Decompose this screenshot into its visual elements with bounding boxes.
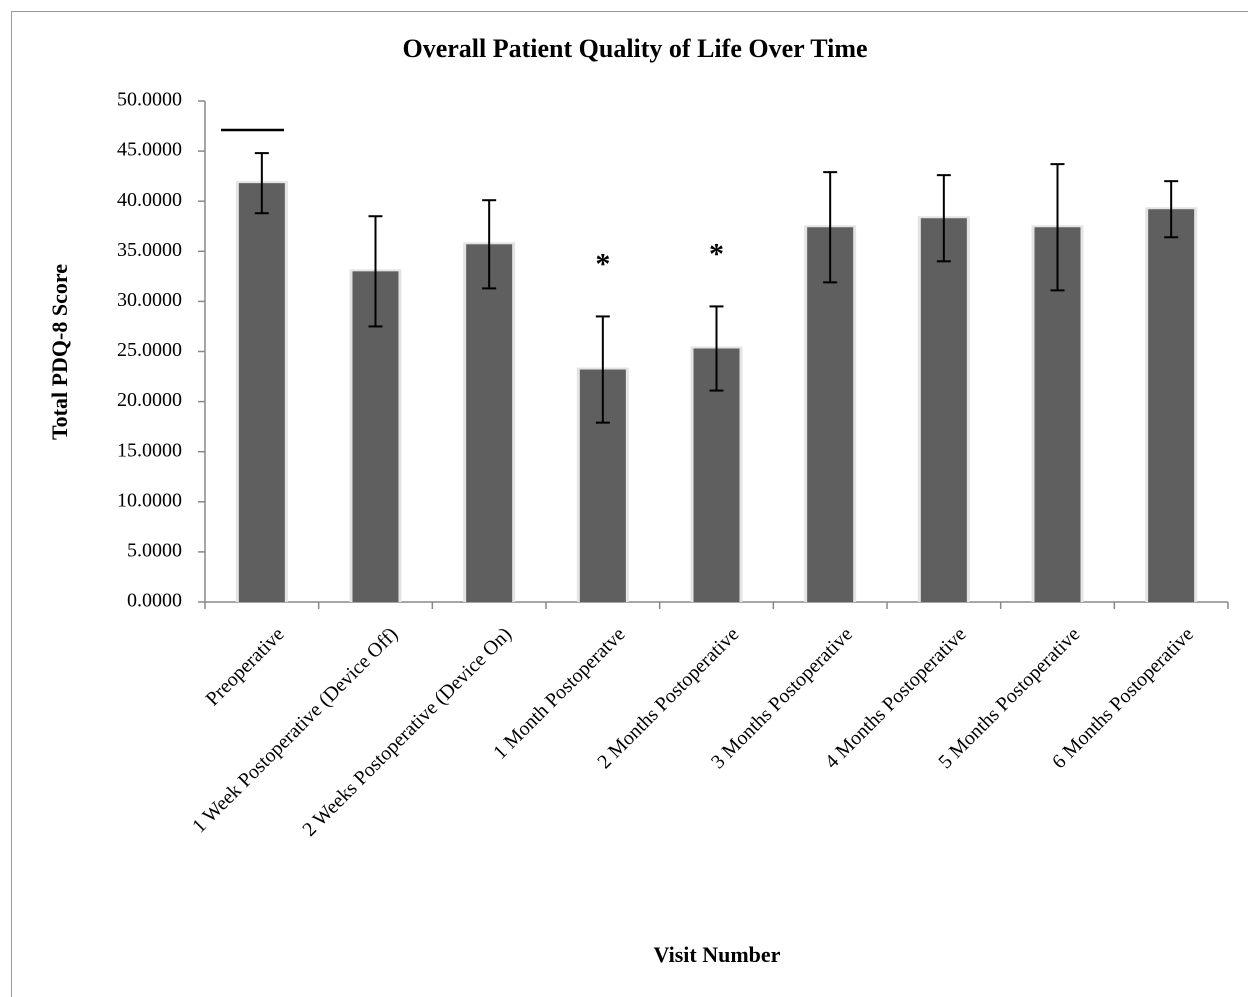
y-tick-label: 0.0000 — [127, 590, 182, 612]
chart-title: Overall Patient Quality of Life Over Tim… — [402, 34, 867, 63]
bar — [807, 227, 854, 602]
y-tick-label: 20.0000 — [117, 389, 182, 411]
chart-frame — [11, 11, 1248, 997]
x-tick-label: 1 Week Postoperative (Device Off) — [188, 623, 402, 837]
y-tick-label: 5.0000 — [127, 539, 182, 561]
annotation: * — [709, 237, 724, 270]
y-tick-label: 30.0000 — [117, 289, 182, 311]
bar — [466, 244, 513, 602]
y-axis-label: Total PDQ-8 Score — [47, 264, 72, 440]
y-tick-label: 25.0000 — [117, 339, 182, 361]
y-tick-label: 15.0000 — [117, 439, 182, 461]
x-tick-label: Preoperative — [202, 623, 289, 710]
y-tick-label: 10.0000 — [117, 489, 182, 511]
bar — [1148, 209, 1195, 602]
y-tick-label: 45.0000 — [117, 139, 182, 161]
x-axis-label: Visit Number — [654, 942, 781, 967]
y-tick-label: 50.0000 — [117, 89, 182, 111]
annotation: * — [595, 247, 610, 280]
y-tick-label: 40.0000 — [117, 189, 182, 211]
x-tick-label: 2 Weeks Postoperative (Device On) — [298, 623, 516, 841]
bar — [238, 183, 285, 602]
bar — [920, 218, 967, 602]
y-tick-label: 35.0000 — [117, 239, 182, 261]
